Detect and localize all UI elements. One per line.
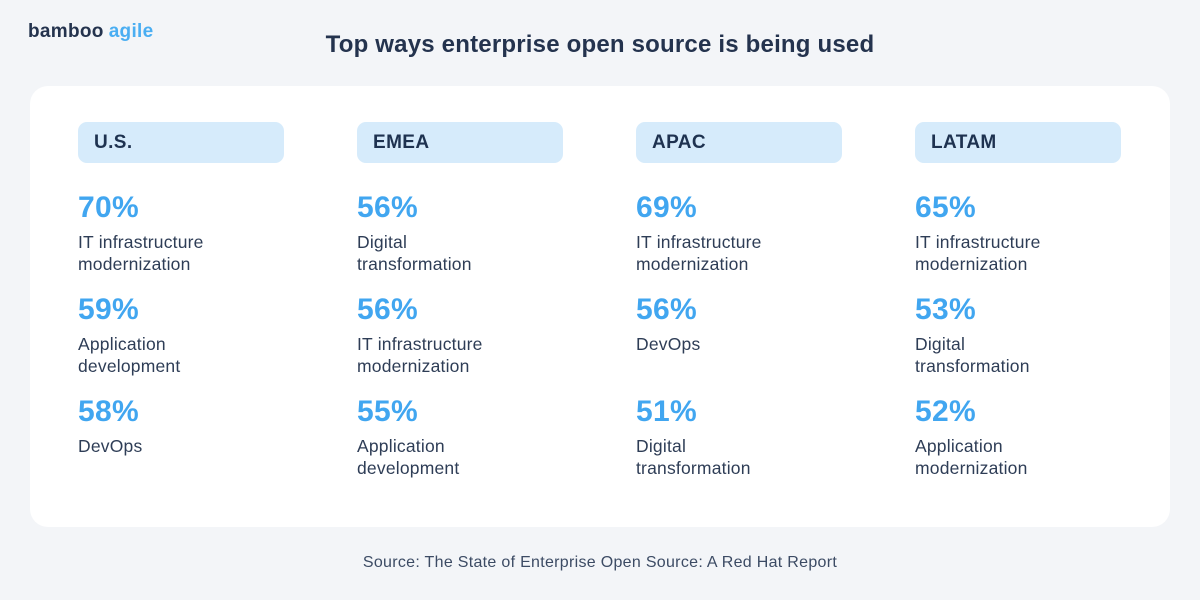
stat-label: Application development: [78, 334, 181, 376]
stat-value: 55%: [357, 395, 418, 428]
stat-item: 56% Digital transformation: [357, 193, 563, 295]
bamboo-agile-logo: bamboo agile: [28, 21, 154, 43]
stats-card: U.S. 70% IT infrastructure modernization…: [30, 86, 1170, 527]
stat-item: 56% DevOps: [636, 295, 842, 397]
stat-label: DevOps: [78, 436, 143, 456]
stat-label: Digital transformation: [357, 232, 472, 274]
region-stats-emea: 56% Digital transformation 56% IT infras…: [357, 193, 563, 499]
stat-item: 69% IT infrastructure modernization: [636, 193, 842, 295]
stat-label: Digital transformation: [636, 436, 751, 478]
stat-item: 53% Digital transformation: [915, 295, 1121, 397]
stat-value: 59%: [78, 293, 139, 326]
region-stats-apac: 69% IT infrastructure modernization 56% …: [636, 193, 842, 499]
stat-item: 55% Application development: [357, 397, 563, 499]
region-badge-apac: APAC: [636, 122, 842, 163]
stat-item: 58% DevOps: [78, 397, 284, 499]
stat-item: 56% IT infrastructure modernization: [357, 295, 563, 397]
stat-label: IT infrastructure modernization: [357, 334, 483, 376]
stat-value: 51%: [636, 395, 697, 428]
source-attribution: Source: The State of Enterprise Open Sou…: [362, 554, 838, 571]
stat-value: 52%: [915, 395, 976, 428]
stat-item: 59% Application development: [78, 295, 284, 397]
region-badge-latam: LATAM: [915, 122, 1121, 163]
stat-label: DevOps: [636, 334, 701, 354]
stat-value: 69%: [636, 191, 697, 224]
logo-text-bamboo: bamboo: [28, 21, 104, 42]
stat-label: IT infrastructure modernization: [78, 232, 204, 274]
stat-label: Application development: [357, 436, 460, 478]
region-column-apac: APAC 69% IT infrastructure modernization…: [636, 122, 842, 499]
stat-value: 56%: [357, 191, 418, 224]
region-column-emea: EMEA 56% Digital transformation 56% IT i…: [357, 122, 563, 499]
logo-text-agile: agile: [108, 21, 154, 42]
stat-item: 52% Application modernization: [915, 397, 1121, 499]
stat-item: 51% Digital transformation: [636, 397, 842, 499]
stat-value: 56%: [636, 293, 697, 326]
stat-value: 56%: [357, 293, 418, 326]
region-stats-latam: 65% IT infrastructure modernization 53% …: [915, 193, 1121, 499]
stat-label: Digital transformation: [915, 334, 1030, 376]
page-title: Top ways enterprise open source is being…: [325, 31, 875, 58]
stat-label: IT infrastructure modernization: [636, 232, 762, 274]
stat-value: 58%: [78, 395, 139, 428]
stat-label: IT infrastructure modernization: [915, 232, 1041, 274]
region-column-latam: LATAM 65% IT infrastructure modernizatio…: [915, 122, 1121, 499]
region-badge-us: U.S.: [78, 122, 284, 163]
region-columns: U.S. 70% IT infrastructure modernization…: [30, 86, 1170, 499]
stat-item: 70% IT infrastructure modernization: [78, 193, 284, 295]
stat-value: 53%: [915, 293, 976, 326]
stat-label: Application modernization: [915, 436, 1028, 478]
stat-value: 70%: [78, 191, 139, 224]
stat-value: 65%: [915, 191, 976, 224]
region-column-us: U.S. 70% IT infrastructure modernization…: [78, 122, 284, 499]
region-badge-emea: EMEA: [357, 122, 563, 163]
region-stats-us: 70% IT infrastructure modernization 59% …: [78, 193, 284, 499]
stat-item: 65% IT infrastructure modernization: [915, 193, 1121, 295]
